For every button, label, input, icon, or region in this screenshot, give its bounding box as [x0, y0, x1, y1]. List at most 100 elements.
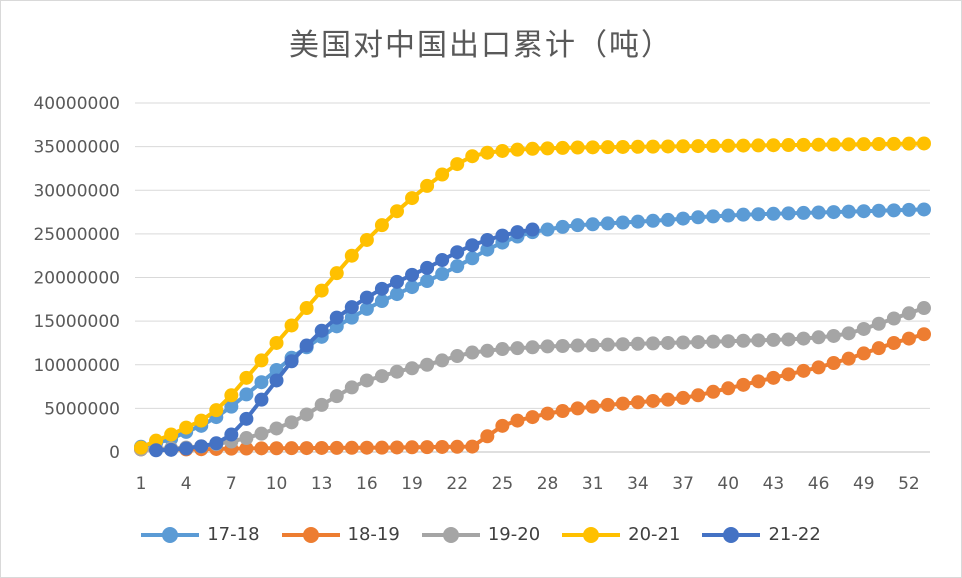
x-tick-label: 10 — [266, 474, 288, 494]
data-point — [344, 300, 359, 315]
data-point — [405, 191, 420, 206]
data-point — [254, 426, 269, 441]
x-tick-label: 46 — [808, 474, 830, 494]
x-tick-label: 31 — [582, 474, 604, 494]
data-point — [374, 281, 389, 296]
x-tick-label: 34 — [627, 474, 649, 494]
data-point — [751, 333, 766, 348]
data-point — [359, 373, 374, 388]
data-point — [510, 413, 525, 428]
data-point — [374, 218, 389, 233]
data-point — [495, 418, 510, 433]
data-point — [480, 242, 495, 257]
data-point — [420, 178, 435, 193]
data-point — [329, 389, 344, 404]
x-tick-label: 43 — [763, 474, 785, 494]
data-point — [901, 306, 916, 321]
data-point — [359, 440, 374, 455]
data-point — [374, 440, 389, 455]
data-point — [420, 440, 435, 455]
data-point — [630, 139, 645, 154]
data-point — [585, 338, 600, 353]
data-point — [555, 219, 570, 234]
data-point — [871, 203, 886, 218]
legend-label: 21-22 — [768, 524, 821, 545]
data-point — [796, 137, 811, 152]
data-point — [676, 390, 691, 405]
data-point — [856, 137, 871, 152]
data-point — [661, 335, 676, 350]
data-point — [510, 225, 525, 240]
data-point — [359, 290, 374, 305]
legend-swatch — [702, 526, 761, 543]
data-point — [179, 420, 194, 435]
x-tick-label: 52 — [898, 474, 920, 494]
data-point — [555, 403, 570, 418]
data-point — [811, 205, 826, 220]
data-point — [901, 202, 916, 217]
data-point — [781, 332, 796, 347]
data-point — [299, 407, 314, 422]
data-point — [329, 440, 344, 455]
data-point — [420, 273, 435, 288]
y-tick-label: 5000000 — [44, 399, 120, 419]
data-point — [736, 377, 751, 392]
data-point — [344, 310, 359, 325]
data-point — [600, 337, 615, 352]
legend-label: 17-18 — [207, 524, 260, 545]
data-point — [570, 338, 585, 353]
data-point — [917, 301, 931, 316]
data-point — [886, 335, 901, 350]
data-point — [254, 441, 269, 456]
data-point — [344, 380, 359, 395]
legend-label: 18-19 — [347, 524, 400, 545]
data-point — [435, 267, 450, 282]
data-point — [344, 440, 359, 455]
legend-label: 19-20 — [487, 524, 541, 545]
data-point — [645, 139, 660, 154]
data-point — [450, 259, 465, 274]
data-point — [826, 356, 841, 371]
data-point — [766, 370, 781, 385]
data-point — [314, 323, 329, 338]
data-point — [796, 205, 811, 220]
legend-swatch — [421, 526, 480, 543]
data-point — [676, 335, 691, 350]
x-tick-label: 37 — [672, 474, 694, 494]
data-point — [359, 232, 374, 247]
data-point — [766, 332, 781, 347]
y-tick-label: 25000000 — [33, 225, 120, 245]
data-point — [615, 337, 630, 352]
data-point — [254, 375, 269, 390]
data-point — [209, 436, 224, 451]
data-point — [721, 334, 736, 349]
data-point — [661, 212, 676, 227]
data-point — [284, 354, 299, 369]
data-point — [435, 353, 450, 368]
data-point — [149, 443, 164, 458]
data-point — [450, 157, 465, 172]
y-tick-label: 15000000 — [33, 312, 120, 332]
data-point — [344, 248, 359, 263]
y-tick-label: 30000000 — [33, 181, 120, 201]
data-point — [164, 442, 179, 457]
data-point — [405, 267, 420, 282]
data-point — [525, 141, 540, 156]
data-point — [540, 222, 555, 237]
data-point — [706, 138, 721, 153]
data-point — [570, 140, 585, 155]
data-point — [239, 411, 254, 426]
data-point — [706, 334, 721, 349]
data-point — [841, 326, 856, 341]
data-point — [555, 338, 570, 353]
data-point — [796, 363, 811, 378]
data-point — [540, 406, 555, 421]
data-point — [254, 392, 269, 407]
data-point — [314, 440, 329, 455]
data-point — [811, 137, 826, 152]
data-point — [224, 427, 239, 442]
data-point — [917, 136, 931, 151]
x-tick-label: 13 — [311, 474, 333, 494]
data-point — [841, 137, 856, 152]
data-point — [495, 228, 510, 243]
